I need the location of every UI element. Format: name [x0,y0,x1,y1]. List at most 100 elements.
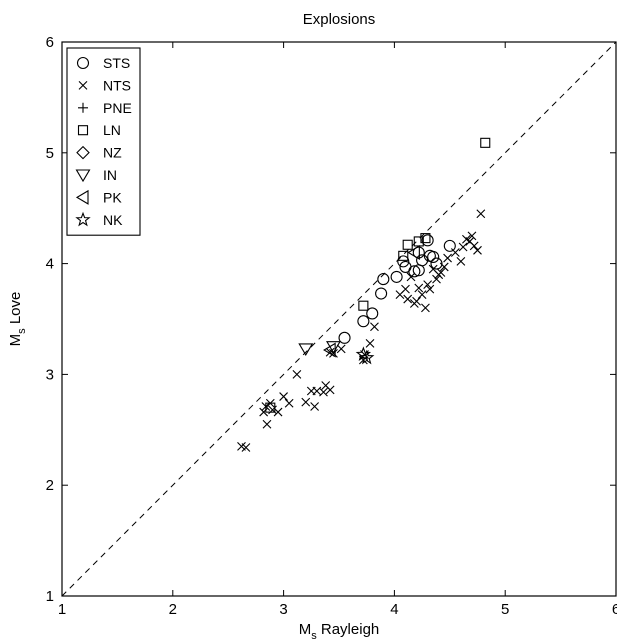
data-point-nts [417,290,427,300]
data-point-nts [432,274,441,284]
x-tick-label: 1 [58,601,66,618]
data-point-nts [425,284,435,294]
legend-label: STS [103,55,130,71]
data-point-nts [273,407,283,417]
data-point-nts [412,296,421,306]
data-point-nts [241,443,251,452]
legend-marker-ln [77,125,89,136]
x-axis-label-main: M [299,621,312,638]
data-point-nts [401,284,410,294]
data-point-nts [365,338,375,348]
data-point-ln [420,233,431,244]
legend: STS NTS PNE LN NZ IN PK NK [66,47,141,236]
legend-marker-sts [76,56,90,70]
data-point-nts [450,248,460,257]
reference-line-group [61,41,617,597]
legend-marker-nts [78,81,88,90]
data-point-sts [430,257,443,270]
legend-marker-pk [75,189,89,205]
data-point-nts [292,370,302,379]
data-point-sts [377,273,390,286]
data-point-nts [325,385,335,395]
tick-labels: 1 2 3 4 5 6 1 2 3 4 5 6 [46,34,617,618]
legend-item-pk: PK [75,189,122,205]
y-axis-label-main: M [7,334,24,347]
legend-label: PNE [103,100,132,116]
y-axis-label-rest: Love [7,292,24,329]
data-point-sts [397,255,410,268]
data-point-nts [319,387,328,397]
data-point-pk [323,342,336,358]
legend-marker-nk [75,211,91,227]
data-point-ln [398,250,409,261]
legend-item-nk: NK [75,211,123,228]
plot-frame [61,41,617,597]
legend-item-nts: NTS [78,77,131,93]
data-point-nts [279,392,288,401]
data-point-nts [436,268,446,277]
data-point-ln [265,402,276,413]
legend-label: NK [103,212,123,228]
x-tick-label: 3 [279,601,287,618]
data-point-ln [358,300,369,311]
legend-marker-nz [76,145,90,160]
series-sts [338,234,456,344]
legend-item-sts: STS [76,55,130,71]
series-ln [265,137,491,413]
y-tick-label: 1 [46,588,54,605]
legend-label: PK [103,189,122,205]
data-point-nts [310,402,320,411]
series-pk [323,245,420,358]
data-point-nk [359,349,375,365]
one-to-one-reference-line [61,41,617,597]
x-tick-label: 5 [501,601,509,618]
data-point-nts [301,397,311,407]
y-tick-label: 5 [46,145,54,162]
data-point-sts [412,246,425,259]
x-axis-label: Ms Rayleigh [299,621,380,642]
data-point-nts [414,283,424,293]
y-axis-label-sub: s [16,328,28,334]
series-nk [355,346,375,365]
data-point-sts [366,307,379,320]
data-point-nts [262,419,272,429]
data-point-nts [456,256,466,266]
data-point-sts [443,239,456,252]
data-points [237,137,491,452]
data-point-nts [423,280,433,290]
x-tick-label: 4 [390,601,398,618]
data-point-nk [355,346,372,361]
data-point-nts [370,322,379,332]
y-tick-label: 6 [46,34,54,51]
legend-item-pne: PNE [78,100,132,116]
data-point-sts [421,234,434,247]
data-point-nts [421,303,430,313]
y-tick-label: 4 [46,256,54,273]
data-point-sts [375,287,388,300]
data-point-ln [480,137,491,148]
x-tick-label: 6 [612,601,617,618]
data-point-sts [408,265,421,278]
legend-item-in: IN [75,167,117,183]
data-point-ln [402,239,413,250]
data-point-pk [407,245,420,260]
legend-item-nz: NZ [76,145,122,161]
series-in [298,341,341,356]
data-point-in [298,343,314,356]
series-nts [237,209,486,452]
data-point-nts [476,209,486,219]
y-axis-label: Ms Love [7,292,28,347]
data-point-nts [458,242,468,252]
legend-box [66,47,141,236]
legend-label: IN [103,167,117,183]
legend-label: LN [103,122,121,138]
legend-label: NZ [103,145,122,161]
legend-marker-pne [78,102,88,113]
data-point-sts [427,250,440,264]
data-point-nts [473,245,482,255]
legend-label: NTS [103,77,131,93]
x-axis-label-rest: Rayleigh [317,621,380,638]
data-point-nts [406,272,416,282]
x-tick-label: 2 [169,601,177,618]
